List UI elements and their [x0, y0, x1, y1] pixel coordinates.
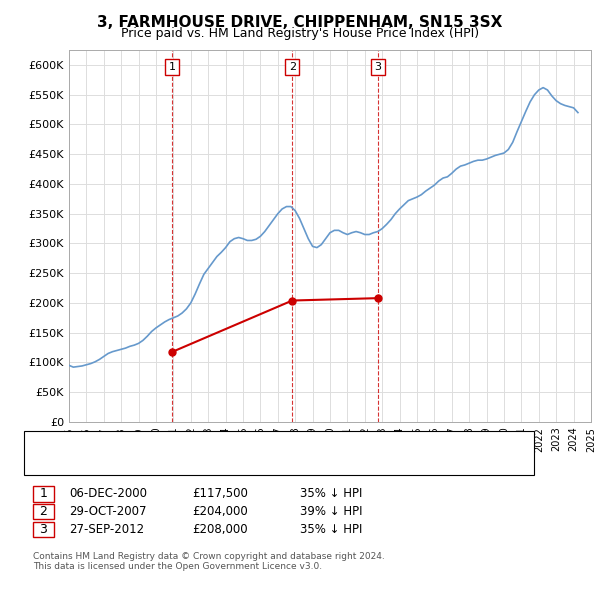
Text: 29-OCT-2007: 29-OCT-2007 — [69, 505, 146, 518]
Text: 39% ↓ HPI: 39% ↓ HPI — [300, 505, 362, 518]
Text: £204,000: £204,000 — [192, 505, 248, 518]
Text: £117,500: £117,500 — [192, 487, 248, 500]
Text: 2: 2 — [40, 505, 47, 518]
Text: 06-DEC-2000: 06-DEC-2000 — [69, 487, 147, 500]
Text: 3: 3 — [374, 62, 381, 72]
Text: 35% ↓ HPI: 35% ↓ HPI — [300, 523, 362, 536]
Text: Contains HM Land Registry data © Crown copyright and database right 2024.
This d: Contains HM Land Registry data © Crown c… — [33, 552, 385, 571]
Text: ─────: ───── — [54, 440, 88, 449]
Text: 3: 3 — [40, 523, 47, 536]
Text: HPI: Average price, detached house, Wiltshire: HPI: Average price, detached house, Wilt… — [105, 457, 344, 466]
Text: 3, FARMHOUSE DRIVE, CHIPPENHAM, SN15 3SX (detached house): 3, FARMHOUSE DRIVE, CHIPPENHAM, SN15 3SX… — [105, 440, 446, 449]
Text: £208,000: £208,000 — [192, 523, 248, 536]
Text: 2: 2 — [289, 62, 296, 72]
Text: 3, FARMHOUSE DRIVE, CHIPPENHAM, SN15 3SX: 3, FARMHOUSE DRIVE, CHIPPENHAM, SN15 3SX — [97, 15, 503, 30]
Text: 1: 1 — [40, 487, 47, 500]
Text: Price paid vs. HM Land Registry's House Price Index (HPI): Price paid vs. HM Land Registry's House … — [121, 27, 479, 40]
Text: 1: 1 — [169, 62, 176, 72]
Text: ─────: ───── — [54, 457, 88, 466]
Text: 27-SEP-2012: 27-SEP-2012 — [69, 523, 144, 536]
Text: 35% ↓ HPI: 35% ↓ HPI — [300, 487, 362, 500]
